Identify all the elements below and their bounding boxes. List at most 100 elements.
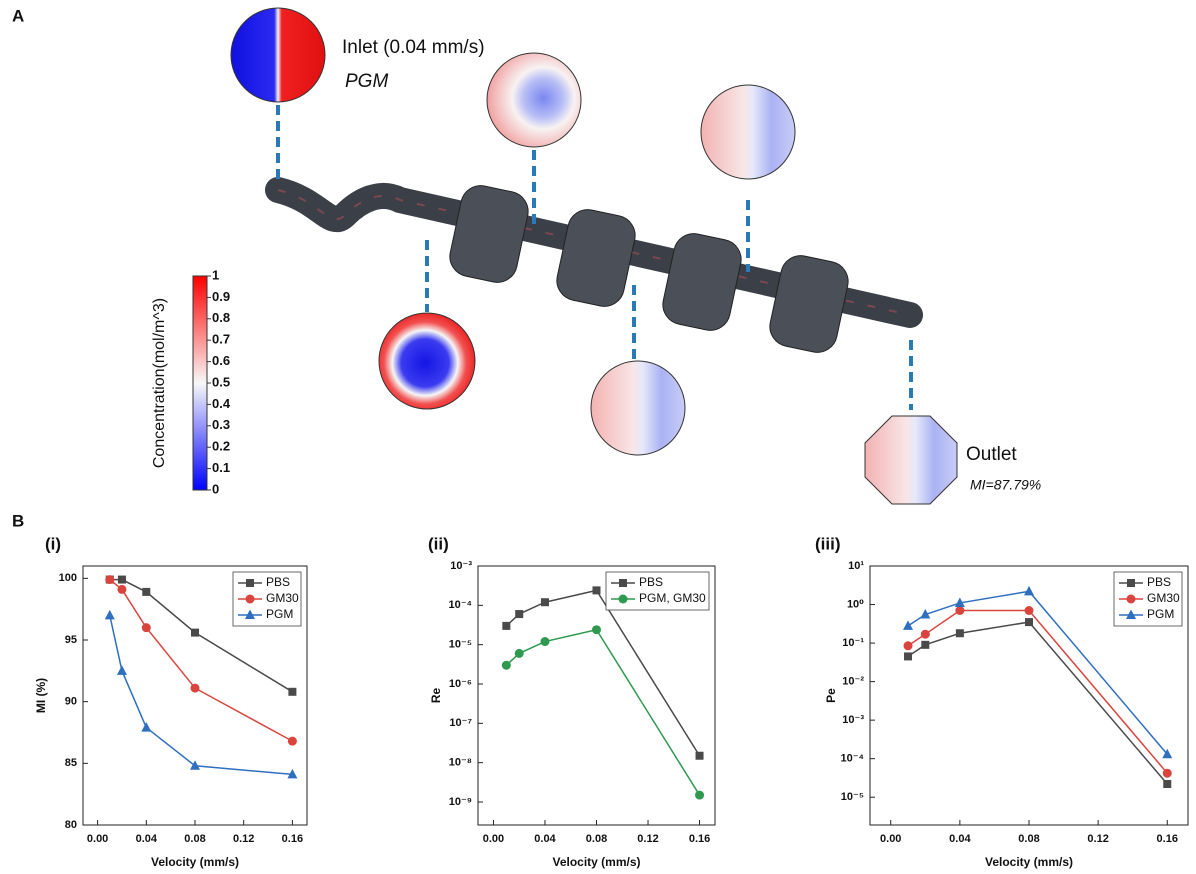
chart: (ii) 0.00 0.04 0.08 0.12 0.16 10⁻³ 10⁻⁴ 10⁻⁵ 10⁻⁶…: [428, 534, 716, 869]
outlet-label: Outlet: [966, 444, 1017, 465]
marker: [104, 609, 115, 620]
panel-title: (iii): [815, 534, 841, 553]
series-line: [109, 615, 293, 776]
marker: [141, 722, 152, 732]
y-axis-title: Pe: [824, 688, 838, 703]
marker: [540, 598, 549, 607]
x-tick-label: 0.00: [87, 833, 108, 845]
legend-label: PBS: [1147, 575, 1171, 589]
colorbar: [192, 275, 208, 491]
panel-label: B: [12, 511, 24, 530]
x-tick-label: 0.04: [949, 833, 971, 845]
legend-marker: [245, 594, 255, 604]
colorbar-tick-label: 0.7: [212, 332, 230, 347]
marker: [903, 620, 914, 630]
marker: [540, 637, 550, 647]
legend-label: GM30: [266, 591, 299, 605]
y-tick-label: 10⁻⁶: [449, 678, 472, 690]
legend-marker: [618, 594, 628, 604]
marker: [920, 609, 931, 619]
legend-marker: [245, 609, 255, 619]
x-axis-title: Velocity (mm/s): [552, 855, 640, 869]
y-tick-label: 10¹: [848, 560, 864, 572]
y-tick-label: 90: [65, 696, 77, 708]
y-tick-label: 10⁻⁸: [449, 757, 472, 769]
outlet-mi: MI=87.79%: [970, 477, 1041, 493]
series-line: [907, 609, 1168, 774]
marker: [1163, 780, 1172, 789]
legend-marker: [1126, 594, 1136, 604]
channel: [265, 177, 923, 353]
x-tick-label: 0.12: [637, 833, 658, 845]
y-tick-label: 10⁻⁵: [841, 791, 864, 803]
colorbar-tick-label: 0.9: [212, 289, 230, 304]
y-tick-label: 10⁻⁴: [449, 599, 472, 611]
x-tick-label: 0.08: [1018, 833, 1039, 845]
x-tick-label: 0.16: [689, 833, 710, 845]
legend-label: PGM: [266, 607, 293, 621]
y-tick-label: 100: [59, 572, 77, 584]
y-tick-label: 85: [65, 757, 77, 769]
marker: [1024, 585, 1034, 596]
legend-label: PGM: [1147, 607, 1174, 621]
marker: [501, 660, 511, 670]
marker: [904, 652, 913, 661]
marker: [592, 625, 601, 635]
legend-label: PGM, GM30: [639, 591, 706, 605]
x-tick-label: 0.08: [184, 833, 205, 845]
series-line: [505, 628, 701, 796]
marker: [116, 665, 127, 675]
colorbar-tick-label: 0.3: [212, 417, 230, 432]
y-tick-label: 10⁰: [847, 598, 864, 610]
marker: [1162, 768, 1172, 778]
series-line: [907, 621, 1168, 785]
y-tick-label: 95: [65, 634, 77, 646]
marker: [141, 623, 151, 633]
colorbar-title: Concentration(mol/m^3): [151, 298, 168, 468]
marker: [1024, 606, 1034, 616]
marker: [515, 610, 524, 619]
y-tick-label: 10⁻¹: [842, 637, 864, 649]
panel-label: A: [12, 6, 24, 25]
marker: [514, 648, 524, 658]
x-tick-label: 0.08: [586, 833, 607, 845]
legend-label: PBS: [639, 575, 663, 589]
legend-marker: [1126, 609, 1136, 619]
y-tick-label: 10⁻²: [842, 676, 864, 688]
legend-marker: [1127, 579, 1135, 587]
y-tick-label: 10⁻⁵: [449, 639, 472, 651]
marker: [117, 584, 127, 594]
marker: [920, 629, 930, 639]
colorbar-tick-label: 0.8: [212, 310, 230, 325]
marker: [921, 640, 930, 649]
marker: [955, 606, 965, 616]
marker: [105, 575, 115, 585]
x-tick-label: 0.16: [1157, 833, 1178, 845]
x-tick-label: 0.12: [1087, 833, 1108, 845]
series-line: [505, 589, 701, 757]
colorbar-tick-label: 1: [212, 267, 219, 282]
inlet-material: PGM: [345, 71, 388, 92]
colorbar-tick-label: 0.1: [212, 460, 230, 475]
x-tick-label: 0.04: [136, 833, 158, 845]
y-axis-title: Re: [429, 688, 443, 704]
y-tick-label: 10⁻⁹: [449, 796, 472, 808]
legend-label: GM30: [1147, 591, 1180, 605]
panel-title: (ii): [428, 534, 449, 553]
x-tick-label: 0.04: [534, 833, 556, 845]
marker: [695, 751, 704, 760]
y-tick-label: 10⁻³: [842, 714, 864, 726]
legend-marker: [246, 579, 254, 587]
marker: [190, 760, 200, 770]
marker: [903, 641, 913, 651]
marker: [190, 683, 200, 693]
marker: [117, 575, 126, 584]
marker: [191, 628, 199, 637]
colorbar-tick-label: 0.6: [212, 353, 230, 368]
chart: (i) 0.00 0.04 0.08 0.12 0.16 80 85 90 95 100 Veloci…: [34, 534, 308, 869]
colorbar-tick-label: 0.5: [212, 374, 230, 389]
marker: [954, 597, 965, 607]
marker: [1162, 748, 1173, 759]
marker: [288, 687, 297, 696]
